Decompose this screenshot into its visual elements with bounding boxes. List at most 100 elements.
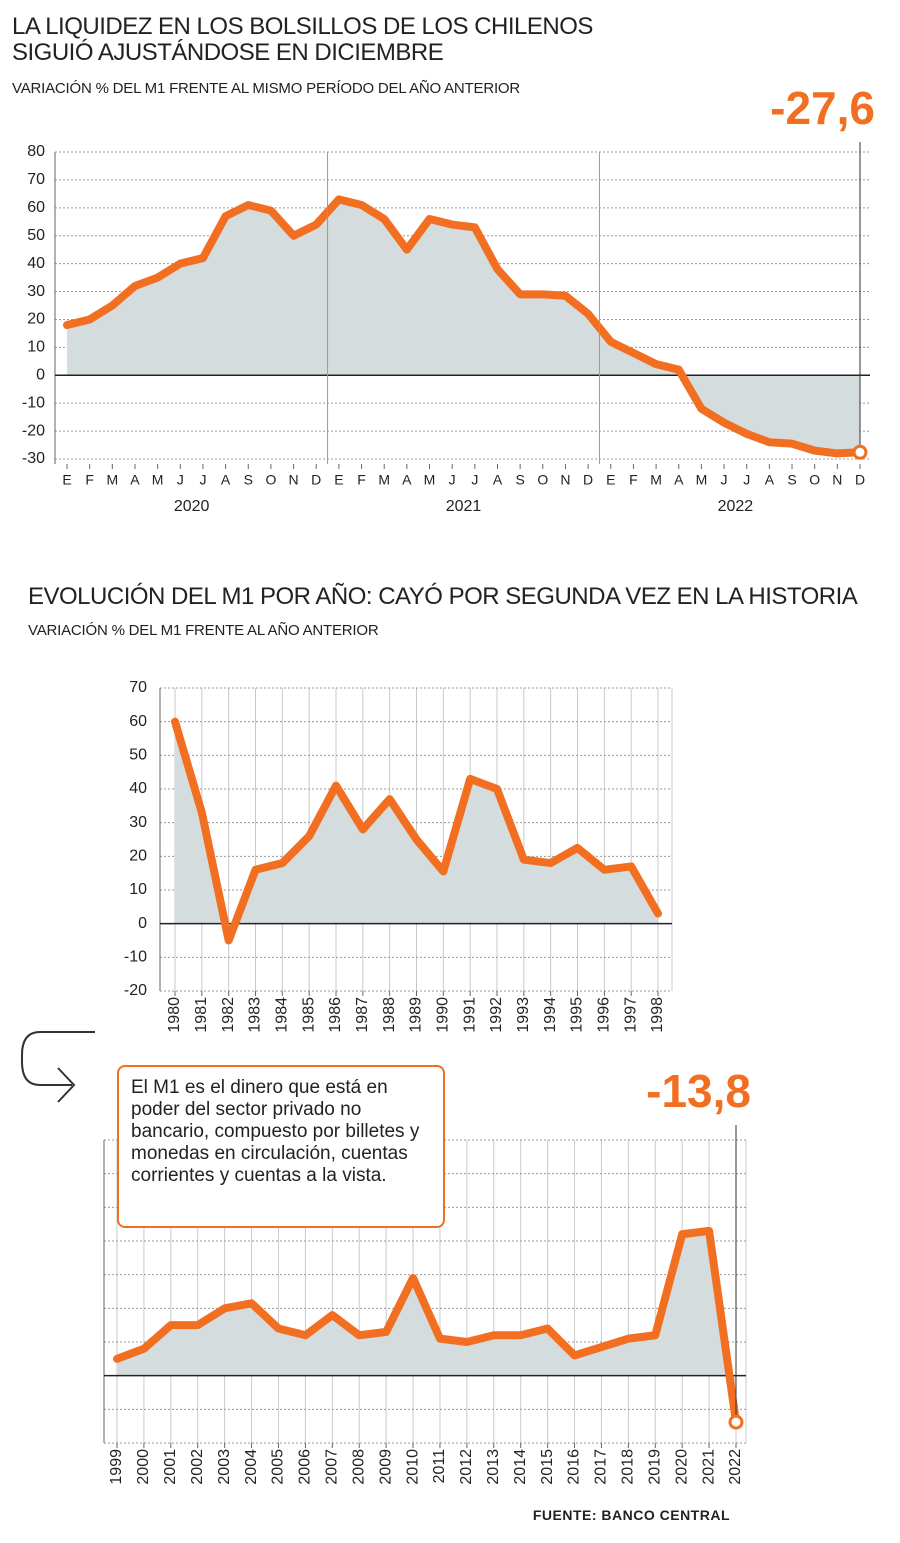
line: [113, 1226, 740, 1427]
x-tick-label: S: [787, 472, 796, 488]
x-tick-label: D: [583, 472, 593, 488]
x-tick-label: 1998: [649, 997, 666, 1033]
y-tick-label: 50: [27, 227, 45, 244]
x-tick-label: M: [106, 472, 118, 488]
x-tick-label: 1988: [381, 997, 398, 1033]
x-tick-label: J: [199, 472, 206, 488]
x-tick-label: O: [809, 472, 820, 488]
y-tick-label: -10: [22, 394, 45, 411]
x-tick-label: A: [674, 472, 684, 488]
area-fill: [117, 1230, 736, 1423]
x-tick-label: 2017: [593, 1449, 610, 1485]
x-tick-label: A: [221, 472, 231, 488]
y-tick-label: 10: [129, 881, 147, 898]
x-tick-label: O: [537, 472, 548, 488]
x-tick-label: 2007: [324, 1449, 341, 1485]
x-tick-label: 2000: [135, 1449, 152, 1485]
x-tick-label: 2010: [404, 1449, 421, 1485]
x-tick-label: 1996: [596, 997, 613, 1033]
x-tick-label: S: [244, 472, 253, 488]
source: FUENTE: BANCO CENTRAL: [532, 1507, 730, 1523]
x-tick-label: 1981: [193, 997, 210, 1033]
x-tick-label: 1995: [569, 997, 586, 1033]
x-tick-label: 1999: [108, 1449, 125, 1485]
x-tick-label: 2006: [297, 1449, 314, 1485]
chart-subtitle: VARIACIÓN % DEL M1 FRENTE AL MISMO PERÍO…: [12, 80, 521, 97]
x-tick-label: 1990: [435, 997, 452, 1033]
x-tick-label: E: [334, 472, 343, 488]
x-tick-label: 2019: [646, 1449, 663, 1485]
x-tick-label: 2018: [620, 1449, 637, 1485]
x-tick-label: 1986: [327, 997, 344, 1033]
line: [63, 195, 864, 458]
x-tick-label: 2022: [727, 1449, 744, 1485]
y-tick-label: 0: [138, 915, 147, 932]
y-tick-label: 30: [129, 814, 147, 831]
annotation: El M1 es el dinero que está en poder del…: [117, 1065, 445, 1228]
x-tick-label: 1992: [488, 997, 505, 1033]
line: [171, 717, 662, 945]
area-fill: [175, 721, 658, 941]
y-tick-label: -20: [124, 982, 147, 999]
x-tick-label: M: [424, 472, 436, 488]
x-tick-label: A: [493, 472, 503, 488]
x-tick-label: 2011: [431, 1449, 448, 1484]
y-tick-label: 40: [129, 780, 147, 797]
y-tick-label: 20: [27, 311, 45, 328]
x-tick-label: O: [265, 472, 276, 488]
group-label: 2022: [718, 498, 754, 515]
end-point: [728, 1414, 744, 1430]
x-tick-label: J: [721, 472, 728, 488]
y-tick-label: 40: [27, 255, 45, 272]
x-tick-label: M: [696, 472, 708, 488]
x-tick-label: 2020: [673, 1449, 690, 1485]
chart-title: EVOLUCIÓN DEL M1 POR AÑO: CAYÓ POR SEGUN…: [28, 583, 858, 610]
x-tick-label: 2015: [539, 1449, 556, 1485]
end-point: [852, 444, 868, 460]
group-label: 2021: [446, 498, 482, 515]
y-tick-label: -10: [124, 949, 147, 966]
x-tick-label: 2014: [512, 1449, 529, 1485]
x-tick-label: E: [606, 472, 615, 488]
x-tick-label: A: [765, 472, 775, 488]
x-tick-label: 2005: [270, 1449, 287, 1485]
group-label: 2020: [174, 498, 210, 515]
area-fill: [67, 199, 860, 454]
x-tick-label: A: [402, 472, 412, 488]
x-tick-label: D: [311, 472, 321, 488]
x-tick-label: F: [85, 472, 94, 488]
x-tick-label: 2004: [243, 1449, 260, 1485]
x-tick-label: 1982: [220, 997, 237, 1033]
x-tick-label: 2009: [377, 1449, 394, 1485]
chart-title: LA LIQUIDEZ EN LOS BOLSILLOS DE LOS CHIL…: [12, 13, 593, 66]
x-tick-label: N: [289, 472, 299, 488]
y-tick-label: -20: [22, 422, 45, 439]
y-tick-label: 80: [27, 143, 45, 160]
y-tick-label: 70: [129, 679, 147, 696]
x-tick-label: 2003: [216, 1449, 233, 1485]
x-tick-label: J: [449, 472, 456, 488]
x-tick-label: 2013: [485, 1449, 502, 1485]
x-tick-label: 2008: [350, 1449, 367, 1485]
x-tick-label: 1989: [408, 997, 425, 1033]
y-tick-label: 0: [36, 366, 45, 383]
x-tick-label: A: [130, 472, 140, 488]
y-tick-label: -30: [22, 450, 45, 467]
x-tick-label: 1997: [622, 997, 639, 1033]
x-tick-label: M: [378, 472, 390, 488]
x-tick-label: N: [832, 472, 842, 488]
x-tick-label: 1984: [274, 997, 291, 1033]
x-tick-label: M: [650, 472, 662, 488]
x-tick-label: N: [560, 472, 570, 488]
x-tick-label: J: [743, 472, 750, 488]
x-tick-label: 1993: [515, 997, 532, 1033]
y-tick-label: 50: [129, 747, 147, 764]
x-tick-label: S: [515, 472, 524, 488]
x-tick-label: M: [152, 472, 164, 488]
x-tick-label: 1991: [461, 997, 478, 1033]
x-tick-label: 1994: [542, 997, 559, 1033]
x-tick-label: 1985: [300, 997, 317, 1033]
chart-subtitle: VARIACIÓN % DEL M1 FRENTE AL AÑO ANTERIO…: [28, 622, 379, 639]
